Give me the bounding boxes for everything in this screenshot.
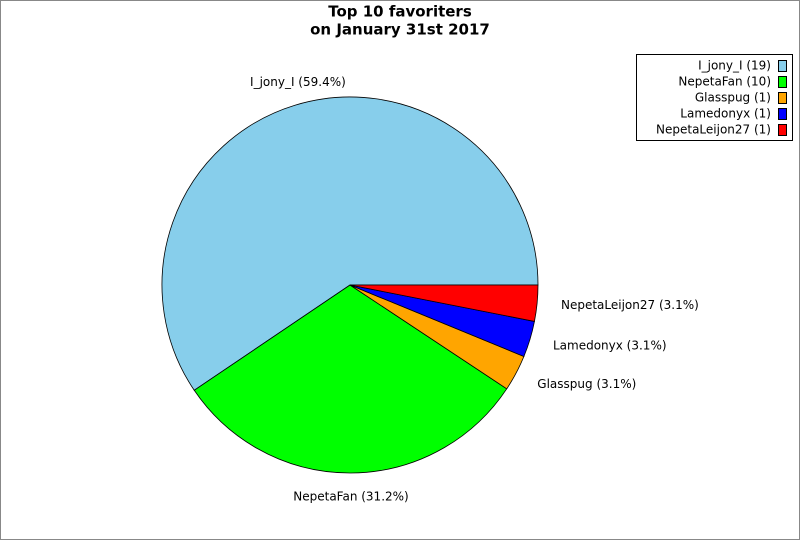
slice-label: NepetaFan (31.2%): [293, 489, 408, 503]
legend-box: [636, 54, 793, 141]
pie-slice: [161, 96, 539, 391]
legend-swatch: [778, 92, 787, 104]
legend-label: NepetaLeijon27 (1): [656, 123, 771, 137]
legend-label: Glasspug (1): [695, 91, 771, 105]
legend-label: NepetaFan (10): [678, 75, 771, 89]
slice-label: NepetaLeijon27 (3.1%): [561, 298, 699, 312]
legend-label: I_jony_I (19): [698, 59, 771, 73]
pie-slice: [193, 284, 508, 474]
pie-slice: [349, 284, 539, 322]
legend-swatch: [778, 76, 787, 88]
slice-label: Lamedonyx (3.1%): [553, 339, 667, 353]
chart-title: Top 10 favoriters: [328, 3, 472, 21]
legend-label: Lamedonyx (1): [680, 107, 771, 121]
chart-title: on January 31st 2017: [310, 21, 490, 39]
legend-swatch: [778, 60, 787, 72]
slice-label: I_jony_I (59.4%): [250, 75, 346, 89]
slice-label: Glasspug (3.1%): [537, 377, 636, 391]
legend-swatch: [778, 124, 787, 136]
legend-swatch: [778, 108, 787, 120]
